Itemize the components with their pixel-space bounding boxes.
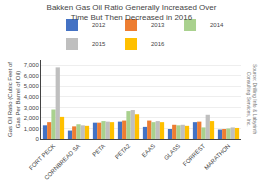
svg-text:FORT PECK: FORT PECK	[28, 143, 56, 171]
svg-text:4,000: 4,000	[24, 94, 40, 100]
svg-text:GLASS: GLASS	[163, 143, 181, 161]
svg-text:EAAS: EAAS	[141, 143, 157, 159]
svg-text:CORNBREAD SA: CORNBREAD SA	[43, 143, 81, 181]
svg-text:2016: 2016	[151, 41, 165, 47]
svg-text:FORREST: FORREST	[182, 143, 207, 168]
svg-text:2015: 2015	[92, 41, 106, 47]
svg-text:5,000: 5,000	[24, 83, 40, 89]
svg-text:2012: 2012	[92, 22, 106, 28]
svg-text:6,000: 6,000	[24, 73, 40, 79]
svg-text:2013: 2013	[151, 22, 165, 28]
svg-text:Gas Oil Ratio (Cubic Feet ofGa: Gas Oil Ratio (Cubic Feet ofGas Per Barr…	[7, 62, 21, 137]
svg-text:2,000: 2,000	[24, 115, 40, 121]
svg-text:MARATHON: MARATHON	[203, 143, 231, 171]
svg-text:PETA2: PETA2	[114, 142, 132, 160]
svg-text:Source: Drilling Info & Labyri: Source: Drilling Info & LabyrinthConsult…	[246, 64, 259, 135]
svg-text:7,000: 7,000	[24, 62, 40, 68]
svg-text:3,000: 3,000	[24, 105, 40, 111]
svg-text:Bakken Gas Oil Ratio Generally: Bakken Gas Oil Ratio Generally Increased…	[47, 3, 217, 22]
svg-text:2014: 2014	[210, 22, 224, 28]
svg-text:0: 0	[35, 136, 39, 142]
svg-text:1,000: 1,000	[24, 126, 40, 132]
svg-text:PETA: PETA	[91, 143, 106, 158]
